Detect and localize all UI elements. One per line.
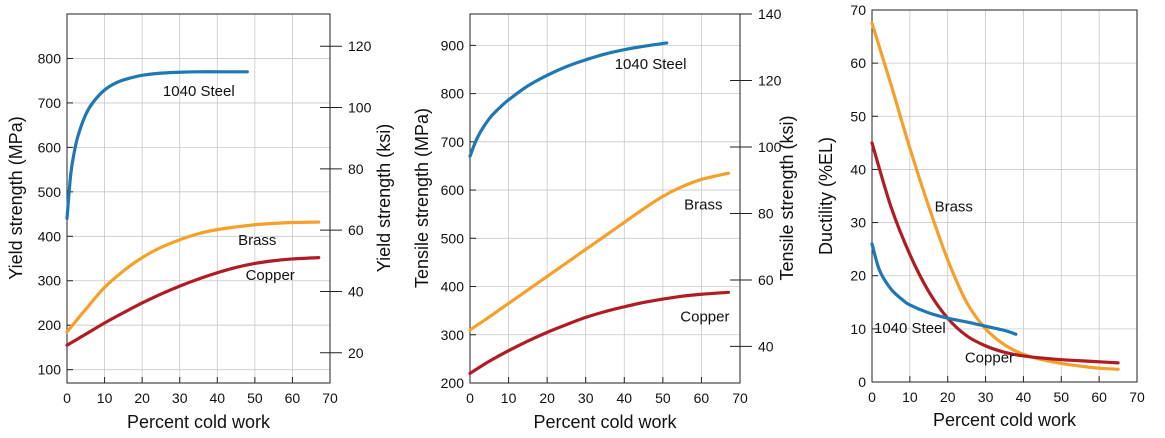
- series-line-brass: [870, 21, 1120, 371]
- x-tick-label: 70: [732, 390, 748, 406]
- y-tick-label: 800: [441, 86, 465, 102]
- x-tick-label: 40: [616, 390, 632, 406]
- y-right-tick-label: 80: [348, 161, 364, 177]
- x-tick-label: 20: [940, 389, 956, 405]
- y-right-tick-label: 100: [348, 100, 372, 116]
- y-tick-label: 600: [441, 182, 465, 198]
- series-line-1040-steel: [870, 242, 1018, 336]
- series-label-brass: Brass: [935, 199, 973, 216]
- series-label-copper: Copper: [680, 308, 729, 325]
- y-tick-label: 400: [441, 279, 465, 295]
- y-tick-label: 10: [850, 321, 866, 337]
- chart-panel-2: 0 10 20 30 40 50 60 70 200 300 400 500 600 700 800 900 4…: [412, 6, 797, 432]
- x-tick-label: 50: [1053, 389, 1069, 405]
- series-label-1040-steel: 1040 Steel: [615, 56, 687, 73]
- x-tick-label: 0: [63, 390, 71, 406]
- x-tick-label: 60: [1091, 389, 1107, 405]
- x-tick-label: 10: [902, 389, 918, 405]
- y-tick-label: 40: [850, 161, 866, 177]
- y-tick-label: 100: [38, 362, 62, 378]
- series-line-brass: [468, 171, 731, 332]
- y-tick-label: 600: [38, 139, 62, 155]
- x-tick-label: 30: [978, 389, 994, 405]
- x-tick-label: 0: [466, 390, 474, 406]
- x-tick-label: 60: [285, 390, 301, 406]
- series-label-brass: Brass: [238, 232, 276, 249]
- y-tick-label: 700: [38, 95, 62, 111]
- y-tick-label: 900: [441, 37, 465, 53]
- y-right-tick-label: 40: [348, 283, 364, 299]
- series-line-copper: [65, 256, 321, 347]
- y-tick-label: 0: [858, 374, 866, 390]
- x-axis-title: Percent cold work: [127, 412, 271, 432]
- x-axis-title: Percent cold work: [933, 410, 1077, 430]
- y-tick-label: 50: [850, 108, 866, 124]
- y-tick-label: 400: [38, 228, 62, 244]
- series-label-copper: Copper: [246, 267, 295, 284]
- series-line-copper: [468, 290, 731, 375]
- y-right-tick-label: 120: [758, 72, 782, 88]
- y-tick-label: 200: [38, 317, 62, 333]
- x-tick-label: 40: [1016, 389, 1032, 405]
- y-tick-label: 200: [441, 375, 465, 391]
- y-right-axis-title: Tensile strength (ksi): [777, 115, 797, 280]
- series-line-copper: [870, 141, 1120, 365]
- y-tick-label: 700: [441, 134, 465, 150]
- y-tick-label: 300: [38, 273, 62, 289]
- x-tick-label: 50: [247, 390, 263, 406]
- y-right-axis-title: Yield strength (ksi): [374, 124, 394, 272]
- y-tick-label: 60: [850, 55, 866, 71]
- y-tick-label: 500: [38, 184, 62, 200]
- x-tick-label: 60: [694, 390, 710, 406]
- series-line-brass: [65, 220, 321, 334]
- series-label-1040-steel: 1040 Steel: [874, 320, 946, 337]
- x-axis-title: Percent cold work: [533, 412, 677, 432]
- x-tick-label: 50: [655, 390, 671, 406]
- gridlines: [470, 14, 740, 383]
- y-tick-label: 30: [850, 215, 866, 231]
- y-tick-label: 300: [441, 327, 465, 343]
- y-right-tick-label: 120: [348, 38, 372, 54]
- y-tick-label: 500: [441, 230, 465, 246]
- x-tick-label: 10: [97, 390, 113, 406]
- gridlines: [67, 14, 330, 383]
- series-label-brass: Brass: [684, 197, 722, 214]
- x-tick-label: 20: [134, 390, 150, 406]
- x-tick-label: 10: [501, 390, 517, 406]
- x-tick-label: 70: [1129, 389, 1145, 405]
- chart-panel-1: 0 10 20 30 40 50 60 70 100 200 300 400 500 600 700 800 2…: [6, 13, 394, 432]
- y-axis-title: Ductility (%EL): [816, 137, 836, 255]
- y-axis-title: Tensile strength (MPa): [412, 108, 432, 288]
- y-tick-label: 70: [850, 2, 866, 18]
- y-tick-label: 800: [38, 50, 62, 66]
- y-axis-title: Yield strength (MPa): [6, 116, 26, 279]
- y-right-tick-label: 60: [758, 272, 774, 288]
- chart-panel-3: 0 10 20 30 40 50 60 70 0 10 20 30 40 50 60 70 Percent co…: [816, 2, 1145, 430]
- x-tick-label: 30: [172, 390, 188, 406]
- y-right-tick-label: 140: [758, 6, 782, 22]
- series-line-1040-steel: [65, 70, 249, 221]
- x-tick-label: 40: [209, 390, 225, 406]
- series-label-1040-steel: 1040 Steel: [163, 83, 235, 100]
- y-right-tick-label: 60: [348, 222, 364, 238]
- plot-frame: [871, 9, 1138, 383]
- x-tick-label: 0: [868, 389, 876, 405]
- y-right-tick-label: 20: [348, 345, 364, 361]
- y-right-tick-label: 100: [758, 139, 782, 155]
- x-tick-label: 70: [322, 390, 338, 406]
- series-label-copper: Copper: [965, 350, 1014, 367]
- y-right-tick-label: 40: [758, 338, 774, 354]
- x-tick-label: 30: [578, 390, 594, 406]
- y-right-tick-label: 80: [758, 205, 774, 221]
- series-line-1040-steel: [468, 41, 669, 158]
- x-tick-label: 20: [539, 390, 555, 406]
- y-tick-label: 20: [850, 268, 866, 284]
- plot-frame: [469, 13, 741, 384]
- plot-frame: [66, 13, 331, 384]
